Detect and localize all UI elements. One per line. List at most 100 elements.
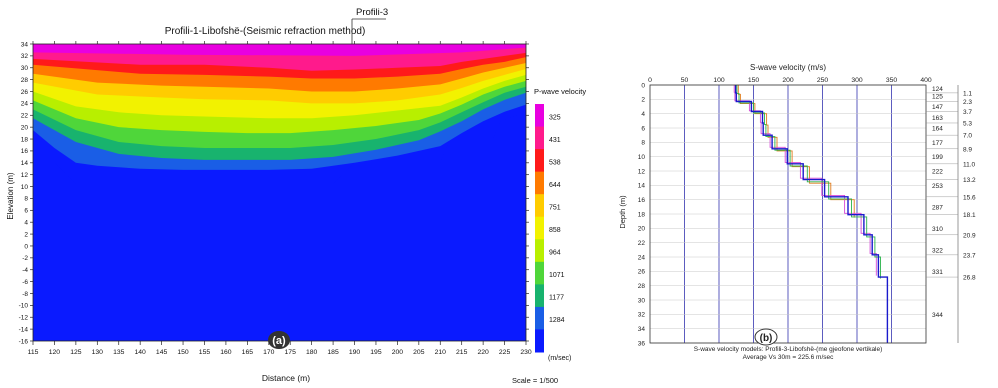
colorbar-tick-label: 325 [549,114,561,121]
colorbar-title: P-wave velocity [534,87,586,96]
b-y-tick-label: 36 [638,340,646,347]
a-x-tick-label: 120 [49,349,61,356]
b-layer-depth-label: 5.3 [963,120,972,127]
a-x-tick-label: 215 [456,349,468,356]
b-y-tick-label: 0 [641,82,645,89]
b-y-tick-label: 20 [638,226,646,233]
b-layer-depth-label: 13.2 [963,177,976,184]
b-layer-depth-label: 11.0 [963,161,976,168]
b-layer-velocity-label: 163 [932,115,943,122]
b-x-tick-label: 0 [648,77,652,84]
panel-b-caption-line-1: S-wave velocity models: Profili-3-Libofs… [694,346,883,353]
b-y-tick-label: 22 [638,240,646,247]
panel-a-ticks [30,41,529,345]
a-x-tick-label: 225 [499,349,511,356]
colorbar-tick-label: 538 [549,159,561,166]
b-x-tick-label: 300 [851,77,863,84]
s-wave-series-line [734,85,889,343]
a-x-tick-label: 145 [156,349,168,356]
a-x-tick-label: 155 [199,349,211,356]
b-y-tick-label: 4 [641,111,645,118]
a-x-tick-label: 195 [370,349,382,356]
b-y-tick-label: 32 [638,312,646,319]
colorbar-tick-label: 1071 [549,272,565,279]
b-y-tick-label: 16 [638,197,646,204]
a-x-tick-label: 165 [242,349,254,356]
a-y-tick-label: 28 [21,77,29,84]
b-layer-velocity-label: 222 [932,169,943,176]
panel-b-layer-depth-column: 1.1 2.3 3.7 5.3 7.0 8.9 11.0 13.2 15.6 18.1 20.9 23… [926,90,976,282]
b-layer-velocity-label: 164 [932,126,943,133]
panel-b-caption-line-2: Average Vs 30m = 225.6 m/sec [743,354,834,361]
b-y-tick-label: 18 [638,211,646,218]
colorbar-tick-label: 964 [549,250,561,257]
a-y-tick-label: -6 [22,279,28,286]
panel-b-x-tick-labels: 0 50 100 150 200 250 300 350 400 [648,77,932,84]
a-y-tick-label: 34 [21,41,29,48]
a-y-tick-label: -4 [22,267,28,274]
colorbar-swatch [535,171,544,195]
a-x-tick-label: 185 [327,349,339,356]
b-y-tick-label: 10 [638,154,646,161]
panel-a-label: (a) [272,335,286,347]
b-layer-depth-label: 8.9 [963,146,972,153]
b-y-tick-label: 26 [638,269,646,276]
colorbar-tick-label: 751 [549,204,561,211]
b-x-tick-label: 250 [817,77,829,84]
a-y-tick-label: 0 [24,243,28,250]
colorbar-swatch [535,239,544,263]
colorbar-tick-label: 1177 [549,295,564,302]
colorbar-tick-label: 1284 [549,317,565,324]
a-y-tick-label: -8 [22,291,28,298]
b-layer-velocity-label: 310 [932,226,943,233]
a-y-tick-label: 32 [21,53,29,60]
b-layer-velocity-label: 287 [932,204,943,211]
panel-b-title: S-wave velocity (m/s) [750,63,826,72]
a-y-tick-label: -16 [19,338,29,345]
a-x-tick-label: 190 [349,349,361,356]
colorbar-tick-label: 644 [549,182,561,189]
b-y-tick-label: 12 [638,168,646,175]
b-y-tick-label: 24 [638,254,646,261]
b-layer-velocity-label: 147 [932,104,943,111]
panel-b-label-badge [754,328,778,346]
panel-a-label-badge [268,331,290,349]
colorbar-swatch [535,104,544,128]
colorbar-unit: (m/sec) [548,355,571,362]
a-y-tick-label: -2 [22,255,28,262]
panel-a-seismic-refraction-section: 115 120 125 130 135 140 145 150 155 160 165 170 175 1… [6,7,586,385]
b-y-tick-label: 34 [638,326,646,333]
a-y-tick-label: -14 [19,326,29,333]
a-x-tick-label: 205 [413,349,425,356]
b-layer-velocity-label: 199 [932,154,943,161]
colorbar-swatch [535,216,544,240]
b-layer-depth-label: 1.1 [963,90,972,97]
a-x-tick-label: 180 [306,349,318,356]
a-y-tick-label: 6 [24,208,28,215]
b-layer-depth-label: 2.3 [963,99,972,106]
scale-text: Scale = 1/500 [512,376,558,385]
b-y-tick-label: 6 [641,125,645,132]
a-y-tick-label: 4 [24,220,28,227]
a-y-tick-label: 26 [21,89,29,96]
a-y-tick-label: -10 [19,303,29,310]
b-layer-velocity-label: 125 [932,93,943,100]
b-x-tick-label: 150 [748,77,760,84]
a-x-tick-label: 160 [220,349,232,356]
a-x-tick-label: 140 [135,349,147,356]
b-layer-depth-label: 20.9 [963,232,976,239]
b-layer-depth-label: 7.0 [963,133,972,140]
a-y-tick-label: 2 [24,231,28,238]
a-y-tick-label: 12 [21,172,29,179]
a-x-tick-label: 125 [70,349,82,356]
panel-a-colorbar: 325 431 538 644 751 858 964 1071 1177 1284 [535,104,565,353]
b-layer-depth-label: 23.7 [963,252,976,259]
panel-a-title: Profili-1-Libofshë-(Seismic refraction m… [165,26,366,37]
panel-a-velocity-layers [33,44,526,341]
s-wave-series-line [736,85,881,279]
b-x-tick-label: 100 [713,77,725,84]
panel-b-velocity-series [733,85,889,343]
